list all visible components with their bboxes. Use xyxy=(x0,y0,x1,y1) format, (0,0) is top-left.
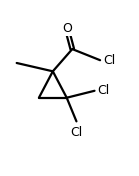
Text: O: O xyxy=(62,22,72,35)
Text: Cl: Cl xyxy=(103,54,115,67)
Text: Cl: Cl xyxy=(70,125,83,139)
Text: Cl: Cl xyxy=(97,84,110,97)
